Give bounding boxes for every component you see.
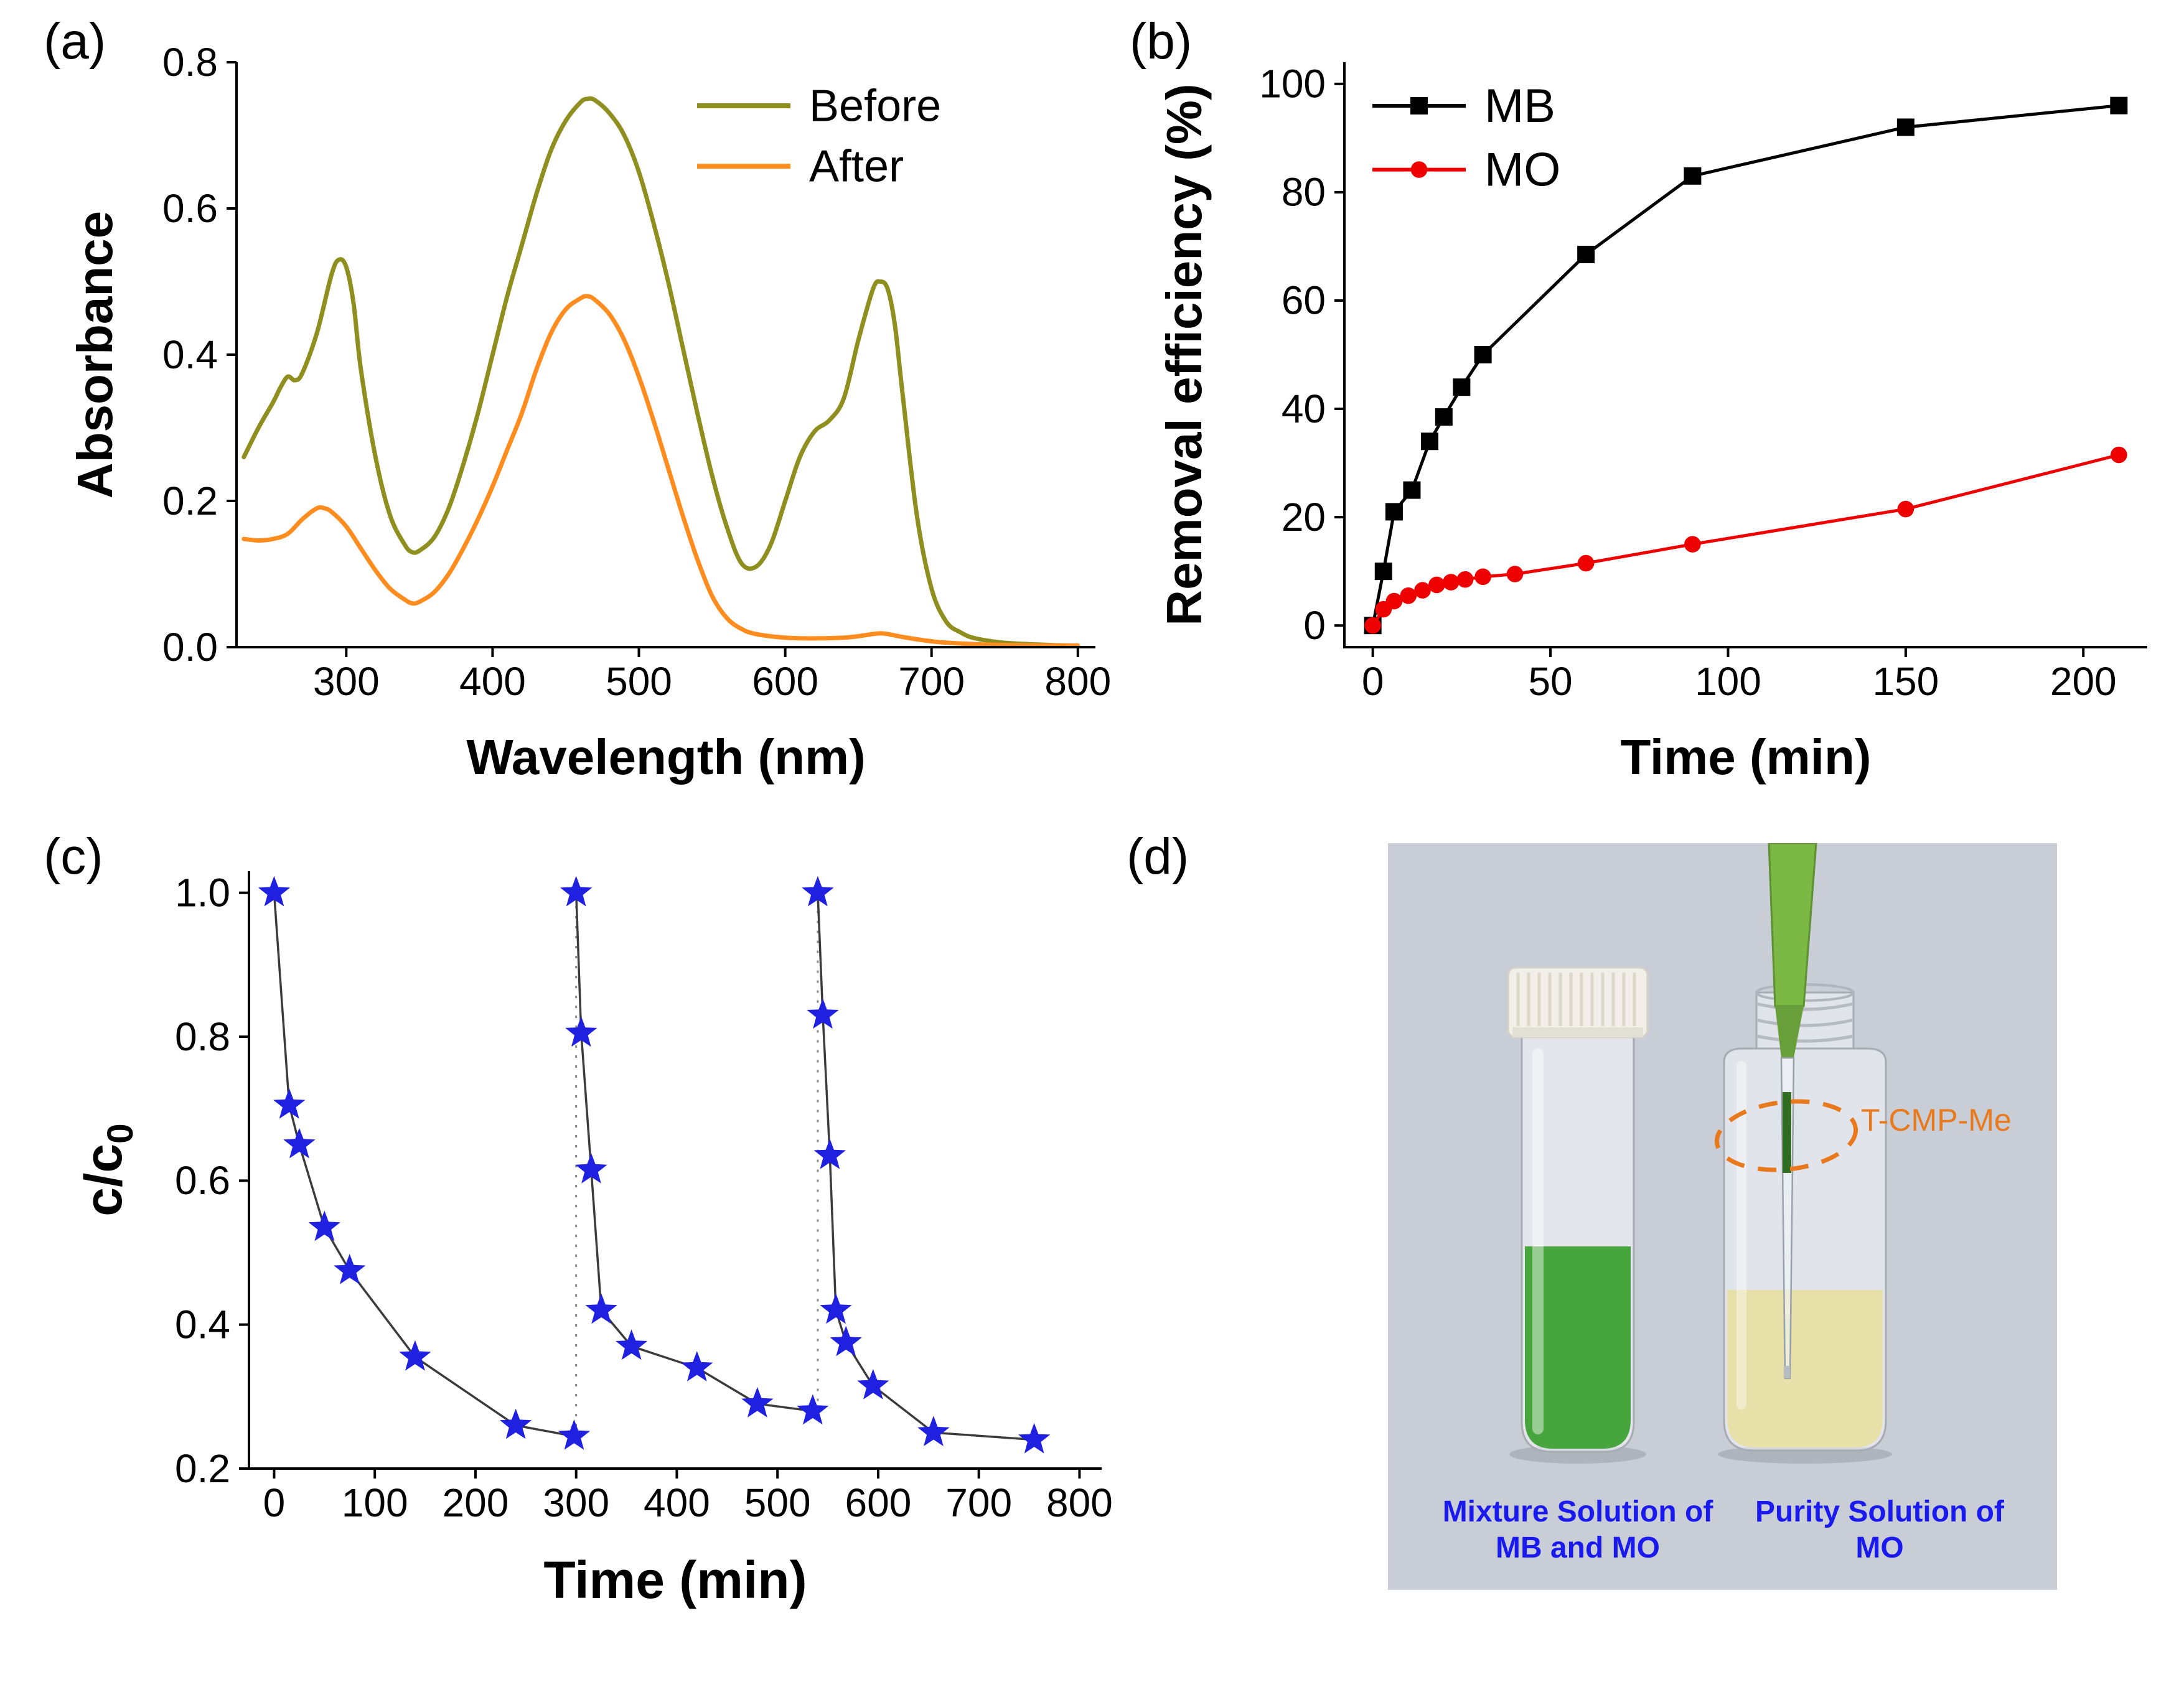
series-Before xyxy=(241,96,1080,648)
panel-c-label: (c) xyxy=(44,828,103,885)
svg-text:150: 150 xyxy=(1872,659,1939,704)
svg-text:400: 400 xyxy=(644,1480,710,1525)
svg-text:0.4: 0.4 xyxy=(175,1302,230,1347)
svg-text:Time (min): Time (min) xyxy=(1620,729,1871,785)
svg-text:0: 0 xyxy=(1303,603,1326,648)
chart-c-recycle-adsorption: 0 100 200 300 400 500 600 700 800 0.2 0.4 0.6 0.8 1.0… xyxy=(74,870,1113,1609)
series-MB xyxy=(1364,96,2128,635)
svg-text:0: 0 xyxy=(263,1480,286,1525)
svg-text:0.4: 0.4 xyxy=(162,332,218,377)
svg-text:0.8: 0.8 xyxy=(162,40,218,85)
chart-b-content: 0 50 100 150 200 0 20 40 60 80 100 Time (min) Remova… xyxy=(1156,62,2147,785)
chart-b-removal-efficiency: 0 50 100 150 200 0 20 40 60 80 100 Time (min) Remova… xyxy=(1156,62,2147,785)
series-cycle-2 xyxy=(560,876,829,1425)
svg-text:800: 800 xyxy=(1044,659,1111,704)
caption-purity-line2: MO xyxy=(1855,1531,1903,1564)
mixture-vial-highlight xyxy=(1532,1049,1544,1434)
neck-thread-3 xyxy=(1756,1034,1854,1043)
svg-text:600: 600 xyxy=(845,1480,912,1525)
purity-liquid xyxy=(1727,1290,1883,1447)
svg-text:100: 100 xyxy=(342,1480,408,1525)
series-cycle-1 xyxy=(258,876,591,1450)
mixture-liquid xyxy=(1525,1246,1631,1449)
series-cycle-3 xyxy=(802,876,1051,1454)
svg-text:MO: MO xyxy=(1484,143,1560,196)
photo-background xyxy=(1388,843,2057,1590)
series-After xyxy=(241,294,1080,648)
svg-text:700: 700 xyxy=(945,1480,1012,1525)
svg-text:0.6: 0.6 xyxy=(162,186,218,231)
svg-text:0.2: 0.2 xyxy=(175,1446,230,1491)
svg-text:200: 200 xyxy=(443,1480,509,1525)
purity-vial-highlight xyxy=(1736,1061,1746,1409)
svg-text:Before: Before xyxy=(809,81,941,131)
svg-text:0.6: 0.6 xyxy=(175,1158,230,1203)
axes-a: 300 400 500 600 700 800 0.0 0.2 0.4 0.6 0.8 Wavelen… xyxy=(67,40,1111,785)
svg-text:50: 50 xyxy=(1528,659,1572,704)
caption-mixture-line2: MB and MO xyxy=(1496,1531,1660,1564)
svg-text:0.8: 0.8 xyxy=(175,1014,230,1059)
svg-text:700: 700 xyxy=(898,659,965,704)
panel-d-label: (d) xyxy=(1127,828,1189,885)
panel-a-label: (a) xyxy=(44,13,106,70)
annotation-label: T-CMP-Me xyxy=(1861,1103,2012,1138)
neck-thread-1 xyxy=(1756,1002,1854,1011)
svg-text:800: 800 xyxy=(1046,1480,1113,1525)
series-MO xyxy=(1364,446,2127,634)
svg-text:After: After xyxy=(809,142,904,192)
svg-text:c/c0: c/c0 xyxy=(74,1123,141,1216)
photo-dye-separation: T-CMP-Me Mixture Solution of MB and MO P… xyxy=(1388,843,2057,1590)
svg-text:40: 40 xyxy=(1282,386,1326,431)
svg-text:100: 100 xyxy=(1259,62,1326,106)
chart-a-absorbance-spectrum: 300 400 500 600 700 800 0.0 0.2 0.4 0.6 0.8 Wavelen… xyxy=(67,40,1111,785)
svg-text:400: 400 xyxy=(459,659,526,704)
vial-cap xyxy=(1507,966,1649,1039)
svg-text:0.2: 0.2 xyxy=(162,479,218,523)
svg-text:500: 500 xyxy=(606,659,672,704)
svg-text:Time (min): Time (min) xyxy=(543,1551,807,1609)
t-cmp-me-sample xyxy=(1783,1092,1791,1173)
svg-text:0: 0 xyxy=(1362,659,1384,704)
svg-text:Wavelength (nm): Wavelength (nm) xyxy=(466,729,865,785)
svg-text:MB: MB xyxy=(1484,80,1555,133)
svg-text:300: 300 xyxy=(313,659,380,704)
svg-text:300: 300 xyxy=(543,1480,609,1525)
annotation-ellipse xyxy=(1714,1099,1858,1172)
caption-purity-line1: Purity Solution of xyxy=(1755,1495,2005,1528)
legend-MB: MB xyxy=(1372,80,1555,133)
svg-text:500: 500 xyxy=(744,1480,811,1525)
svg-text:60: 60 xyxy=(1282,278,1326,323)
chart-a-content: 300 400 500 600 700 800 0.0 0.2 0.4 0.6 0.8 Wavelen… xyxy=(67,40,1111,785)
chart-c-content: 0 100 200 300 400 500 600 700 800 0.2 0.4 0.6 0.8 1.0… xyxy=(74,870,1113,1609)
legend-After: After xyxy=(697,142,904,192)
pipette xyxy=(1768,843,1817,1380)
caption-mixture-line1: Mixture Solution of xyxy=(1443,1495,1714,1528)
purity-vial xyxy=(1723,983,1887,1452)
pipette-tip-end xyxy=(1784,1366,1790,1378)
svg-text:200: 200 xyxy=(2050,659,2117,704)
svg-text:20: 20 xyxy=(1282,495,1326,540)
neck-thread-2 xyxy=(1756,1018,1854,1027)
svg-text:100: 100 xyxy=(1695,659,1761,704)
svg-text:1.0: 1.0 xyxy=(175,870,230,915)
pipette-taper xyxy=(1775,1006,1804,1058)
legend-MO: MO xyxy=(1372,143,1560,196)
svg-text:Removal efficiency (%): Removal efficiency (%) xyxy=(1156,83,1212,625)
svg-text:80: 80 xyxy=(1282,170,1326,215)
svg-text:0.0: 0.0 xyxy=(162,625,218,670)
mixture-vial xyxy=(1507,966,1649,1453)
svg-text:Absorbance: Absorbance xyxy=(67,211,123,498)
axes-b: 0 50 100 150 200 0 20 40 60 80 100 Time (min) Remova… xyxy=(1156,62,2147,785)
svg-text:600: 600 xyxy=(752,659,818,704)
legend-Before: Before xyxy=(697,81,941,131)
axes-c: 0 100 200 300 400 500 600 700 800 0.2 0.4 0.6 0.8 1.0… xyxy=(74,870,1113,1609)
panel-b-label: (b) xyxy=(1130,13,1193,70)
